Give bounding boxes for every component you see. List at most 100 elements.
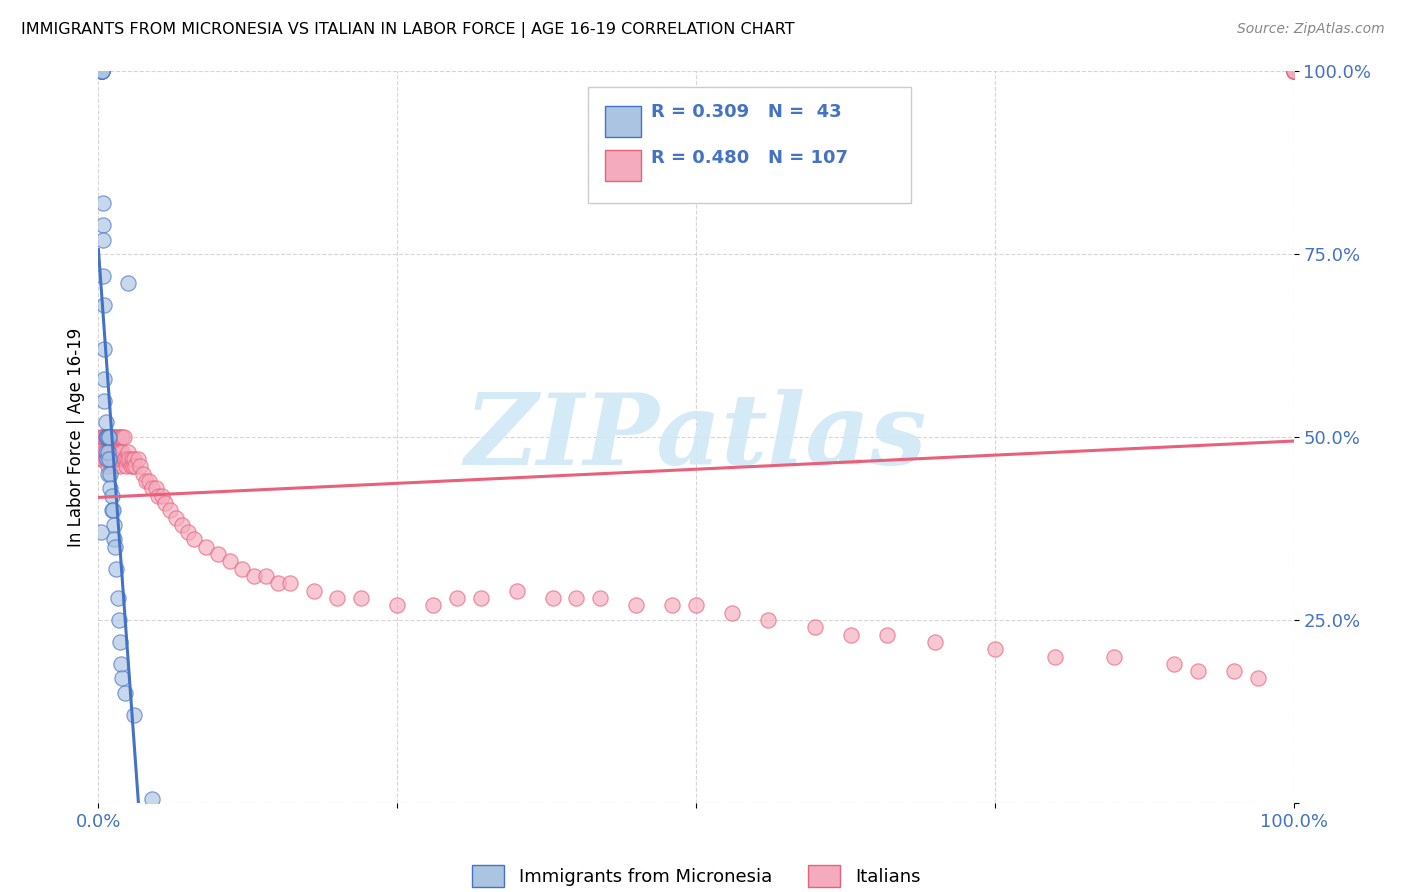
Point	[231, 562, 253, 576]
Point	[110, 657, 132, 671]
Point	[131, 467, 153, 481]
Point	[101, 444, 124, 458]
Point	[91, 269, 114, 284]
Point	[804, 620, 827, 634]
Point	[385, 599, 409, 613]
Point	[506, 583, 529, 598]
Point	[150, 489, 173, 503]
Point	[350, 591, 373, 605]
Point	[446, 591, 468, 605]
Point	[98, 481, 122, 495]
Point	[108, 635, 131, 649]
Point	[97, 467, 120, 481]
Point	[105, 430, 128, 444]
Point	[1282, 64, 1305, 78]
Point	[112, 430, 135, 444]
Point	[114, 686, 136, 700]
Point	[135, 474, 157, 488]
Point	[141, 481, 163, 495]
Point	[1282, 64, 1305, 78]
Point	[177, 525, 200, 540]
Point	[93, 430, 115, 444]
Point	[97, 444, 120, 458]
Point	[138, 474, 160, 488]
Point	[721, 606, 744, 620]
Point	[111, 430, 134, 444]
Point	[91, 218, 114, 232]
Point	[141, 792, 163, 806]
Point	[1282, 64, 1305, 78]
Point	[104, 444, 127, 458]
Point	[91, 444, 114, 458]
Point	[148, 489, 170, 503]
Point	[100, 452, 122, 467]
Point	[118, 452, 141, 467]
Point	[108, 459, 131, 474]
Point	[94, 416, 117, 430]
Point	[124, 708, 146, 723]
Point	[110, 452, 132, 467]
Point	[91, 196, 114, 211]
Point	[159, 503, 181, 517]
Point	[107, 430, 129, 444]
Point	[127, 452, 149, 467]
Point	[90, 430, 112, 444]
Point	[183, 533, 205, 547]
Text: R = 0.480   N = 107: R = 0.480 N = 107	[651, 149, 848, 167]
Point	[97, 430, 120, 444]
Point	[91, 430, 114, 444]
Point	[104, 540, 127, 554]
Point	[756, 613, 779, 627]
Point	[195, 540, 218, 554]
Point	[103, 430, 125, 444]
Point	[101, 430, 124, 444]
Point	[98, 444, 122, 458]
Point	[90, 525, 112, 540]
Point	[91, 233, 114, 247]
Point	[114, 452, 136, 467]
Point	[94, 452, 117, 467]
Point	[100, 503, 122, 517]
Point	[278, 576, 301, 591]
Point	[90, 452, 112, 467]
Point	[107, 430, 129, 444]
Point	[117, 277, 139, 291]
Point	[96, 430, 118, 444]
Point	[254, 569, 277, 583]
Point	[98, 467, 122, 481]
Point	[841, 627, 863, 641]
Point	[91, 64, 114, 78]
Point	[1282, 64, 1305, 78]
Point	[121, 452, 143, 467]
Point	[165, 510, 187, 524]
Point	[91, 64, 114, 78]
Text: Source: ZipAtlas.com: Source: ZipAtlas.com	[1237, 22, 1385, 37]
Point	[98, 452, 121, 467]
Text: IMMIGRANTS FROM MICRONESIA VS ITALIAN IN LABOR FORCE | AGE 16-19 CORRELATION CHA: IMMIGRANTS FROM MICRONESIA VS ITALIAN IN…	[21, 22, 794, 38]
FancyBboxPatch shape	[605, 151, 641, 181]
FancyBboxPatch shape	[605, 106, 641, 137]
Point	[96, 444, 118, 458]
Point	[117, 444, 139, 458]
Point	[103, 452, 125, 467]
Point	[122, 459, 145, 474]
Point	[219, 554, 242, 568]
Point	[984, 642, 1007, 657]
Point	[98, 430, 121, 444]
Point	[111, 444, 134, 458]
Point	[96, 430, 118, 444]
Point	[685, 599, 707, 613]
Point	[108, 444, 131, 458]
Legend: Immigrants from Micronesia, Italians: Immigrants from Micronesia, Italians	[463, 855, 929, 892]
Point	[124, 452, 146, 467]
Text: ZIPatlas: ZIPatlas	[465, 389, 927, 485]
Point	[207, 547, 229, 561]
Point	[98, 430, 122, 444]
Point	[105, 452, 128, 467]
Point	[626, 599, 648, 613]
Point	[876, 627, 898, 641]
Point	[91, 452, 114, 467]
Point	[100, 430, 122, 444]
Point	[105, 562, 128, 576]
Point	[93, 393, 115, 408]
